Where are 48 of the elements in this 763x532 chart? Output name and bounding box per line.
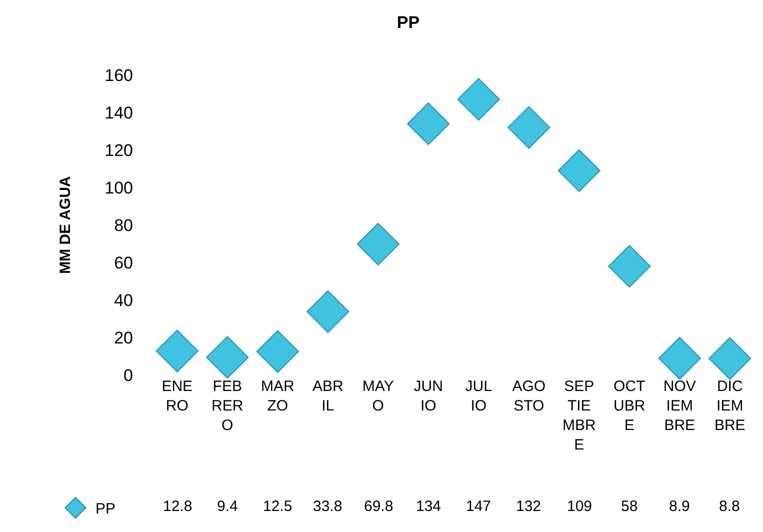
point <box>256 330 299 373</box>
x-tick-label: MAYO <box>362 378 394 414</box>
point <box>457 78 500 121</box>
x-tick-label: JUNIO <box>414 378 443 414</box>
y-tick-label: 140 <box>104 103 133 122</box>
point <box>658 337 701 380</box>
y-tick-label: 80 <box>114 216 133 235</box>
x-tick-label: SEPTIEMBRE <box>562 378 596 454</box>
data-label: 12.5 <box>263 498 292 515</box>
data-label: 147 <box>466 498 492 515</box>
data-label: 69.8 <box>364 498 394 515</box>
x-tick-label: NOVIEMBRE <box>663 378 696 434</box>
x-tick-label: OCTUBRE <box>614 378 646 434</box>
data-label: 134 <box>416 498 442 515</box>
y-tick-label: 20 <box>114 328 133 348</box>
point <box>407 102 450 146</box>
chart-title: PP <box>396 12 420 32</box>
y-tick-label: 120 <box>104 140 133 160</box>
x-tick-label: MARZO <box>260 378 294 414</box>
data-label: 33.8 <box>313 498 342 515</box>
point <box>708 337 752 380</box>
y-tick-label: 100 <box>104 178 133 198</box>
data-label: 8.8 <box>719 498 740 515</box>
point <box>558 149 600 192</box>
x-tick-label: ABRIL <box>312 378 344 414</box>
data-label: 109 <box>567 498 592 515</box>
x-tick-label: ENERO <box>162 378 193 414</box>
y-tick-label: 40 <box>114 290 133 310</box>
data-label: 8.9 <box>669 498 690 515</box>
x-tick-label: FEBRERO <box>212 378 244 434</box>
x-tick-label: DICIEMBRE <box>714 378 746 434</box>
point <box>206 336 249 379</box>
point <box>508 106 550 149</box>
point <box>306 290 350 333</box>
data-label: 9.4 <box>217 498 238 515</box>
y-tick-label: 60 <box>114 253 133 272</box>
point <box>356 222 400 266</box>
legend-label: PP <box>96 500 116 518</box>
point <box>156 330 198 372</box>
y-tick-label: 0 <box>124 366 133 385</box>
x-tick-label: JULIO <box>465 378 492 414</box>
data-label: 132 <box>516 498 542 515</box>
y-tick-label: 160 <box>104 66 133 85</box>
data-label: 12.8 <box>163 498 192 515</box>
point <box>608 244 651 288</box>
x-tick-label: AGOSTO <box>512 378 546 414</box>
y-axis-title: MM DE AGUA <box>56 176 74 274</box>
data-label: 58 <box>621 498 638 515</box>
